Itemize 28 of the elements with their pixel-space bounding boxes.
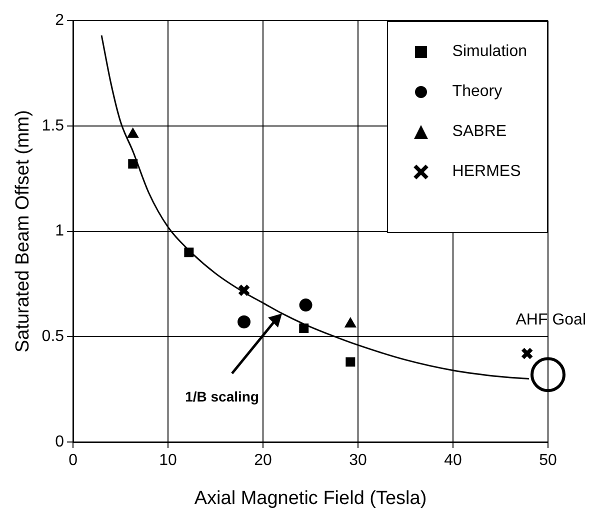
x-tick-label: 30 [349, 452, 368, 470]
point [238, 284, 250, 297]
point [344, 318, 356, 328]
x-tick-label: 40 [444, 452, 462, 470]
point [238, 315, 251, 328]
y-tick-label: 0 [55, 433, 64, 450]
legend-label: HERMES [452, 162, 521, 181]
y-tick-label: 0.5 [42, 328, 64, 346]
x-axis-title: Axial Magnetic Field (Tesla) [194, 488, 427, 509]
legend-label: Simulation [452, 42, 527, 61]
x-tick-label: 20 [254, 452, 272, 470]
legend-label: SABRE [452, 122, 507, 141]
point [128, 159, 138, 169]
point [520, 347, 534, 360]
y-tick-label: 2 [55, 12, 64, 30]
annotation: 1/B scaling [185, 388, 259, 404]
x-tick-label: 0 [68, 452, 78, 470]
point [299, 323, 309, 333]
annotation: AHF Goal [516, 312, 586, 329]
y-tick-label: 1 [55, 222, 64, 240]
point [346, 357, 356, 367]
point [184, 248, 194, 258]
point [299, 298, 312, 312]
x-tick-label: 50 [539, 452, 557, 470]
legend-label: Theory [452, 82, 502, 101]
x-tick-label: 10 [159, 452, 178, 470]
y-tick-label: 1.5 [42, 117, 64, 134]
y-axis-title: Saturated Beam Offset (mm) [12, 110, 34, 353]
